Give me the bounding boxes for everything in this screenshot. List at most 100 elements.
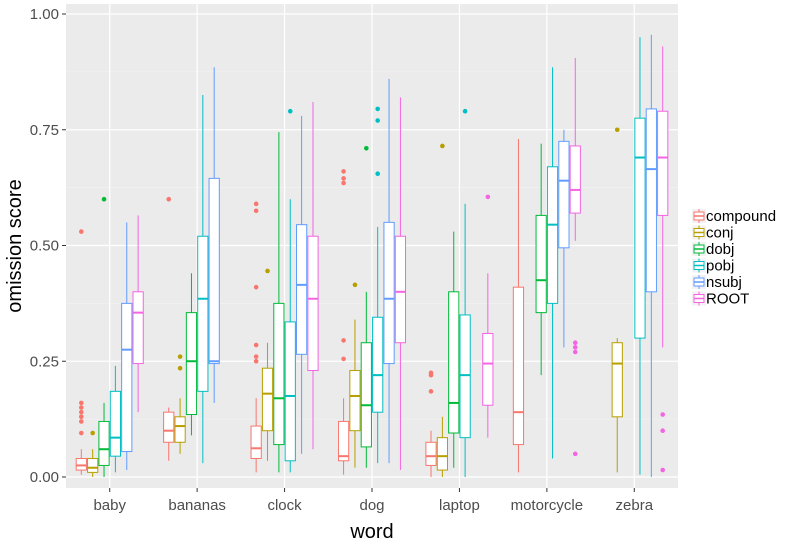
outlier-point bbox=[90, 430, 95, 436]
outlier-point bbox=[79, 414, 84, 420]
box-pobj-baby bbox=[109, 365, 122, 473]
y-tick-label: 0.75 bbox=[30, 122, 59, 139]
box-pobj-dog bbox=[372, 106, 384, 464]
axes: 0.00 0.25 0.50 0.75 1.00 baby bananas clock dog l… bbox=[30, 6, 654, 514]
box-nsubj-motorcycle bbox=[558, 129, 570, 348]
box-iqr bbox=[98, 420, 110, 466]
box-iqr bbox=[208, 177, 220, 365]
x-axis-title: word bbox=[349, 521, 393, 543]
box-compound-bananas bbox=[163, 196, 175, 461]
outlier-point bbox=[253, 201, 259, 207]
box-ROOT-baby bbox=[132, 215, 144, 413]
outlier-point bbox=[101, 196, 107, 202]
box-pobj-laptop bbox=[459, 108, 471, 477]
box-nsubj-zebra bbox=[645, 34, 657, 477]
box-pobj-clock bbox=[284, 108, 296, 473]
outlier-point bbox=[375, 118, 380, 123]
outlier-point bbox=[253, 342, 259, 348]
box-pobj-zebra bbox=[634, 37, 646, 475]
outlier-point bbox=[375, 106, 380, 112]
box-iqr bbox=[436, 437, 448, 471]
outlier-point bbox=[79, 409, 84, 415]
box-ROOT-dog bbox=[394, 97, 407, 471]
box-dobj-dog bbox=[360, 145, 372, 468]
box-iqr bbox=[512, 286, 525, 446]
outlier-point bbox=[79, 405, 84, 410]
outlier-point bbox=[253, 284, 259, 290]
outlier-point bbox=[462, 108, 468, 114]
outlier-point bbox=[660, 412, 665, 417]
x-tick-label: motorcycle bbox=[511, 497, 584, 514]
legend-item-conj: conj bbox=[692, 225, 734, 242]
box-iqr bbox=[273, 302, 285, 446]
box-dobj-laptop bbox=[448, 231, 460, 468]
outlier-point bbox=[341, 169, 346, 174]
box-nsubj-baby bbox=[121, 222, 133, 471]
box-iqr bbox=[634, 117, 646, 339]
outlier-point bbox=[572, 340, 578, 346]
box-iqr bbox=[569, 145, 581, 214]
outlier-point bbox=[287, 108, 293, 114]
legend-label: nsubj bbox=[706, 274, 742, 291]
x-tick-label: dog bbox=[359, 497, 384, 514]
outlier-point bbox=[440, 143, 445, 149]
box-conj-bananas bbox=[174, 354, 186, 454]
box-pobj-bananas bbox=[197, 95, 209, 464]
outlier-point bbox=[660, 467, 665, 473]
outlier-point bbox=[428, 372, 434, 378]
box-nsubj-bananas bbox=[208, 67, 220, 403]
box-conj-zebra bbox=[611, 127, 623, 473]
box-iqr bbox=[284, 321, 296, 462]
box-dobj-bananas bbox=[185, 273, 198, 436]
box-dobj-clock bbox=[273, 132, 285, 473]
box-iqr bbox=[372, 316, 384, 413]
box-iqr bbox=[448, 291, 460, 434]
box-iqr bbox=[535, 214, 547, 314]
box-iqr bbox=[546, 166, 559, 304]
x-tick-label: laptop bbox=[439, 497, 480, 514]
outlier-point bbox=[253, 208, 259, 214]
legend-item-compound: compound bbox=[692, 208, 776, 225]
outlier-point bbox=[572, 349, 578, 355]
box-ROOT-zebra bbox=[657, 46, 669, 473]
outlier-point bbox=[341, 176, 346, 181]
legend-item-ROOT: ROOT bbox=[692, 291, 749, 308]
outlier-point bbox=[79, 229, 84, 234]
x-tick-label: baby bbox=[93, 497, 126, 514]
box-iqr bbox=[197, 235, 209, 392]
y-tick-label: 0.50 bbox=[30, 238, 59, 255]
outlier-point bbox=[375, 171, 380, 177]
x-tick-label: clock bbox=[267, 497, 302, 514]
box-iqr bbox=[657, 110, 669, 216]
outlier-point bbox=[253, 358, 259, 364]
outlier-point bbox=[79, 400, 84, 406]
box-iqr bbox=[307, 235, 319, 372]
outlier-point bbox=[177, 365, 183, 371]
box-compound-dog bbox=[337, 169, 350, 475]
outlier-point bbox=[485, 194, 491, 200]
box-iqr bbox=[459, 314, 471, 439]
y-tick-label: 1.00 bbox=[30, 6, 59, 23]
box-iqr bbox=[611, 342, 623, 418]
box-dobj-baby bbox=[98, 196, 110, 477]
y-tick-label: 0.00 bbox=[30, 469, 59, 486]
y-tick-label: 0.25 bbox=[30, 353, 59, 370]
outlier-point bbox=[660, 428, 665, 434]
y-axis-title: omission score bbox=[4, 179, 26, 312]
box-iqr bbox=[185, 312, 198, 415]
box-iqr bbox=[87, 457, 99, 473]
outlier-point bbox=[341, 338, 346, 343]
box-conj-laptop bbox=[436, 143, 448, 477]
outlier-point bbox=[341, 180, 346, 186]
box-iqr bbox=[360, 342, 372, 448]
box-iqr bbox=[163, 411, 175, 443]
legend-label: compound bbox=[706, 208, 776, 225]
legend-label: ROOT bbox=[706, 291, 749, 308]
box-iqr bbox=[121, 302, 133, 453]
box-conj-baby bbox=[87, 430, 99, 477]
box-iqr bbox=[109, 390, 122, 457]
outlier-point bbox=[572, 451, 578, 457]
box-iqr bbox=[296, 224, 308, 355]
legend-item-nsubj: nsubj bbox=[692, 274, 742, 291]
